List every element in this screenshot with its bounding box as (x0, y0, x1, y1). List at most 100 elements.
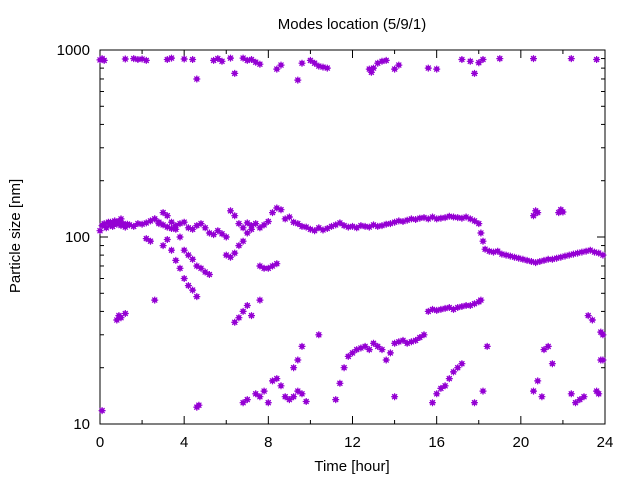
data-point (163, 236, 171, 243)
data-point (193, 262, 201, 270)
data-point (222, 233, 230, 241)
data-point (231, 318, 239, 326)
data-point (530, 212, 537, 220)
data-point (416, 214, 424, 222)
x-tick-label: 24 (597, 434, 614, 451)
data-point (260, 264, 268, 272)
data-point (441, 382, 449, 390)
data-point (479, 237, 487, 245)
data-point (374, 59, 382, 67)
data-point (599, 251, 607, 259)
data-point (538, 393, 546, 401)
data-point (294, 220, 302, 228)
data-point (176, 264, 184, 272)
data-point (201, 268, 209, 276)
data-point (534, 209, 542, 217)
data-point (235, 220, 243, 228)
data-point (494, 247, 502, 255)
data-point (159, 209, 167, 217)
data-point (530, 387, 537, 395)
data-point (294, 356, 302, 364)
data-point (172, 225, 180, 233)
data-point (260, 387, 268, 395)
data-point (471, 69, 478, 77)
data-point (315, 224, 323, 232)
data-point (227, 207, 234, 215)
data-point (370, 339, 377, 347)
data-point (599, 331, 607, 339)
y-axis-label: Particle size [nm] (7, 179, 24, 293)
data-point (210, 56, 218, 64)
data-point (111, 217, 119, 225)
data-point (193, 75, 201, 83)
data-point (323, 225, 331, 232)
data-point (580, 393, 588, 401)
data-point (315, 331, 323, 339)
data-point (235, 242, 243, 250)
data-point (151, 215, 159, 223)
data-point (197, 220, 205, 228)
data-point (361, 342, 369, 350)
x-axis: 0 4 8 12 16 20 24 (96, 50, 614, 451)
data-point (227, 253, 234, 261)
data-point (142, 235, 150, 243)
data-point (458, 56, 466, 63)
data-point (193, 293, 201, 301)
data-point (273, 65, 281, 73)
data-point (193, 222, 201, 230)
data-point (277, 382, 285, 390)
data-point (433, 65, 441, 73)
data-point (159, 242, 167, 250)
data-point (239, 224, 247, 232)
data-point (189, 255, 197, 263)
data-point (119, 220, 127, 228)
data-point (466, 57, 474, 65)
data-point (483, 342, 491, 350)
data-point (567, 55, 575, 63)
data-point (424, 64, 432, 72)
data-point (205, 271, 213, 278)
data-point (572, 399, 579, 407)
data-point (365, 346, 373, 354)
data-point (548, 360, 556, 368)
data-point (584, 312, 592, 320)
data-point (294, 76, 302, 84)
data-point (147, 217, 154, 225)
data-point (323, 64, 331, 72)
data-point (567, 390, 575, 398)
data-point (454, 214, 462, 222)
data-point (588, 316, 596, 324)
data-point (252, 58, 260, 66)
data-point (458, 360, 466, 368)
data-point (454, 364, 462, 372)
data-point (142, 219, 150, 227)
data-point (195, 401, 203, 409)
data-point (176, 233, 184, 241)
data-point (462, 213, 470, 221)
data-point (269, 377, 276, 385)
data-point (180, 246, 188, 254)
data-point (142, 56, 150, 64)
data-point (424, 215, 432, 223)
data-point (298, 390, 306, 398)
data-point (416, 334, 424, 341)
data-point (595, 249, 603, 257)
y-axis: 10 100 1000 (57, 42, 605, 433)
data-point (189, 225, 197, 233)
data-point (115, 312, 123, 320)
data-point (256, 60, 264, 68)
data-point (214, 55, 222, 63)
data-point (184, 251, 192, 259)
data-point (336, 379, 344, 387)
data-point (210, 231, 218, 239)
data-point (399, 336, 407, 344)
x-tick-label: 16 (428, 434, 445, 451)
data-point (477, 229, 485, 237)
data-point (248, 312, 255, 320)
data-point (290, 364, 298, 372)
data-point (391, 393, 399, 401)
y-tick-label: 100 (65, 229, 90, 246)
data-point (559, 208, 567, 216)
data-point (306, 56, 314, 64)
